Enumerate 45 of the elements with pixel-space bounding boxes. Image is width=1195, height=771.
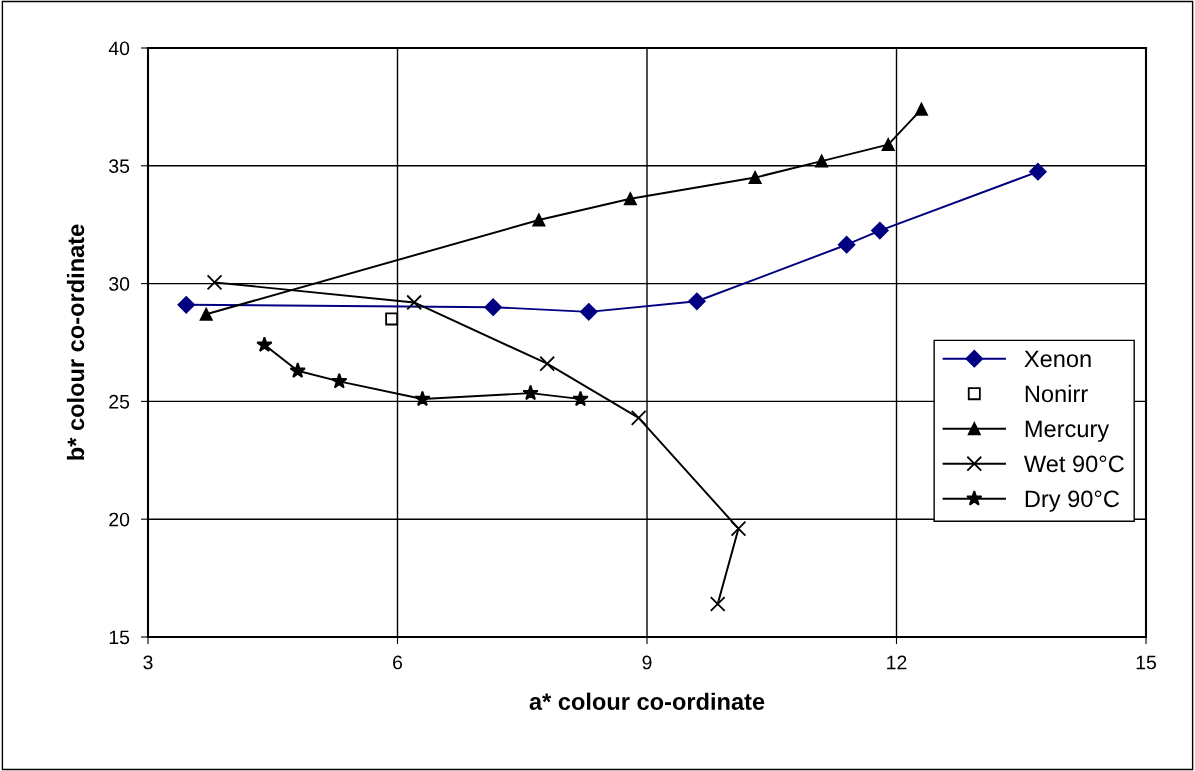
x-tick-label: 6: [393, 655, 403, 670]
point: [177, 296, 196, 314]
point: [1029, 162, 1047, 181]
point: [914, 102, 928, 116]
y-tick-label: 30: [109, 277, 130, 291]
point: [385, 312, 399, 326]
point: [580, 303, 598, 321]
point: [630, 410, 647, 426]
x-tick-label: 12: [887, 655, 907, 670]
y-tick-label: 20: [109, 512, 130, 527]
x-tick-label: 15: [1136, 655, 1156, 670]
legend-label: Dry 90°C: [1025, 490, 1120, 512]
point: [730, 520, 747, 537]
x-axis-title: a* colour co-ordinate: [529, 692, 765, 710]
y-tick-label: 25: [109, 394, 130, 409]
legend-label: Mercury: [1025, 420, 1110, 442]
y-tick-label: 35: [109, 159, 130, 174]
point: [289, 362, 306, 378]
legend-label: Nonirr: [1025, 384, 1088, 403]
point: [815, 154, 829, 168]
point: [532, 213, 546, 227]
point: [406, 294, 422, 311]
point: [484, 298, 502, 316]
y-tick-label: 15: [109, 630, 130, 645]
point: [256, 336, 273, 352]
point: [709, 596, 726, 612]
point: [871, 221, 889, 240]
legend-label: Xenon: [1024, 350, 1091, 368]
legend-label: Wet 90°C: [1023, 455, 1124, 473]
x-tick-label: 9: [642, 655, 652, 670]
point: [414, 390, 431, 407]
point: [572, 390, 589, 407]
point: [688, 292, 706, 311]
x-tick-label: 3: [143, 655, 153, 670]
point: [206, 274, 223, 291]
point: [331, 372, 348, 389]
point: [837, 235, 856, 254]
y-tick-label: 40: [108, 41, 130, 56]
point: [623, 192, 637, 206]
point: [748, 171, 762, 185]
point: [539, 355, 556, 372]
y-axis-title: b* colour co-ordinate: [66, 224, 85, 460]
point: [881, 138, 895, 152]
point: [522, 384, 539, 401]
point: [199, 307, 213, 321]
